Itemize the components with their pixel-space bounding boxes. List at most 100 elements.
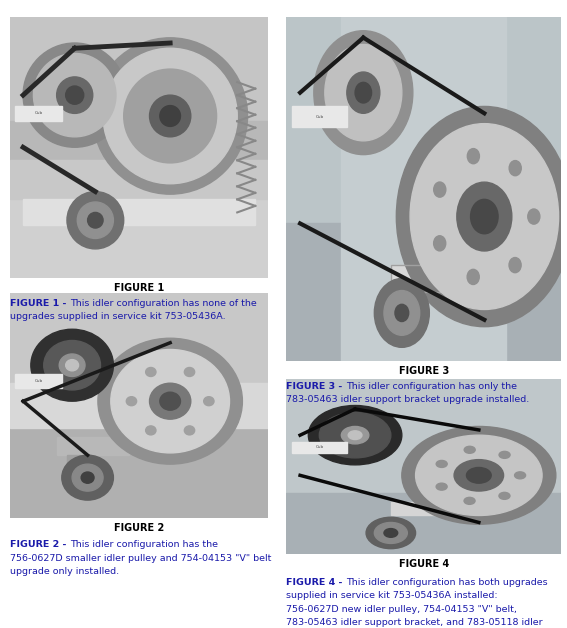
Text: Cub: Cub	[35, 379, 43, 383]
Circle shape	[150, 383, 191, 419]
Circle shape	[66, 86, 84, 104]
Circle shape	[464, 497, 475, 504]
Circle shape	[416, 435, 542, 516]
Bar	[286, 224, 561, 361]
Circle shape	[347, 72, 380, 113]
Bar	[57, 437, 129, 455]
Bar	[286, 189, 424, 361]
Polygon shape	[391, 182, 446, 292]
Circle shape	[93, 38, 248, 194]
Text: This idler configuration has none of the: This idler configuration has none of the	[70, 299, 257, 308]
Bar	[67, 455, 80, 473]
Circle shape	[528, 209, 540, 224]
Bar	[424, 467, 561, 554]
Circle shape	[146, 367, 156, 376]
Circle shape	[434, 236, 446, 251]
Bar	[10, 121, 268, 278]
Circle shape	[396, 106, 567, 327]
Text: FIGURE 4 -: FIGURE 4 -	[286, 578, 346, 587]
Circle shape	[467, 149, 480, 164]
Circle shape	[374, 278, 429, 347]
Circle shape	[436, 460, 447, 467]
Circle shape	[499, 452, 510, 458]
Circle shape	[509, 257, 521, 273]
Text: FIGURE 1 -: FIGURE 1 -	[10, 299, 70, 308]
Bar	[139, 406, 268, 518]
Bar	[424, 379, 561, 467]
Circle shape	[23, 43, 126, 147]
Circle shape	[124, 69, 217, 163]
Text: 783-05463 idler support bracket, and 783-05118 idler: 783-05463 idler support bracket, and 783…	[286, 618, 543, 627]
Text: This idler configuration has both upgrades: This idler configuration has both upgrad…	[346, 578, 548, 587]
Circle shape	[499, 492, 510, 499]
Circle shape	[471, 199, 498, 234]
Bar	[424, 17, 561, 189]
Bar	[139, 147, 268, 278]
Bar	[10, 406, 139, 518]
Circle shape	[384, 529, 397, 538]
Circle shape	[384, 291, 420, 335]
Text: FIGURE 4: FIGURE 4	[399, 559, 449, 569]
Circle shape	[57, 77, 93, 114]
Circle shape	[184, 367, 194, 376]
Circle shape	[146, 426, 156, 435]
Bar	[10, 417, 268, 518]
Circle shape	[308, 406, 402, 465]
Circle shape	[33, 53, 116, 137]
Bar	[15, 374, 62, 387]
Bar	[286, 493, 561, 554]
Bar	[286, 17, 424, 189]
Text: Cub: Cub	[35, 111, 43, 116]
Text: upgrade only installed.: upgrade only installed.	[10, 567, 119, 576]
Circle shape	[467, 467, 491, 483]
Circle shape	[103, 48, 237, 184]
Bar	[139, 17, 268, 147]
Bar	[286, 467, 424, 554]
Circle shape	[62, 455, 113, 500]
Text: 783-05463 idler support bracket upgrade installed.: 783-05463 idler support bracket upgrade …	[286, 396, 530, 404]
Text: This idler configuration has the: This idler configuration has the	[70, 540, 218, 549]
Circle shape	[319, 413, 391, 458]
Circle shape	[111, 349, 230, 453]
Circle shape	[436, 483, 447, 490]
Circle shape	[374, 522, 407, 543]
Bar	[10, 160, 268, 199]
Circle shape	[31, 329, 113, 401]
Text: FIGURE 3: FIGURE 3	[399, 366, 449, 376]
Text: FIGURE 1: FIGURE 1	[114, 283, 164, 293]
Bar	[62, 338, 217, 473]
Circle shape	[160, 106, 180, 126]
Circle shape	[160, 392, 180, 410]
Circle shape	[410, 124, 558, 310]
Circle shape	[464, 447, 475, 453]
Circle shape	[341, 426, 369, 444]
Text: Cub: Cub	[315, 115, 323, 119]
Circle shape	[67, 192, 124, 249]
Circle shape	[348, 431, 362, 440]
Text: 756-0627D smaller idler pulley and 754-04153 "V" belt: 756-0627D smaller idler pulley and 754-0…	[10, 554, 272, 563]
Bar	[10, 383, 268, 428]
Bar	[10, 293, 139, 406]
Circle shape	[77, 202, 113, 239]
Text: FIGURE 2 -: FIGURE 2 -	[10, 540, 70, 549]
Text: supplied in service kit 753-05436A installed:: supplied in service kit 753-05436A insta…	[286, 592, 498, 600]
Bar	[139, 293, 268, 406]
Text: This idler configuration has only the: This idler configuration has only the	[346, 382, 517, 391]
Circle shape	[66, 360, 79, 371]
Circle shape	[87, 212, 103, 228]
Circle shape	[44, 340, 100, 390]
Text: FIGURE 2: FIGURE 2	[114, 523, 164, 533]
Circle shape	[314, 31, 413, 154]
Bar	[23, 199, 255, 225]
Text: FIGURE 3 -: FIGURE 3 -	[286, 382, 346, 391]
Circle shape	[72, 464, 103, 491]
Circle shape	[59, 354, 85, 376]
Bar	[424, 189, 561, 361]
Polygon shape	[391, 467, 441, 516]
Bar	[10, 147, 139, 278]
Bar	[10, 17, 139, 147]
Bar	[286, 379, 424, 467]
Bar	[292, 442, 347, 453]
Circle shape	[395, 305, 409, 322]
Text: 756-0627D new idler pulley, 754-04153 "V" belt,: 756-0627D new idler pulley, 754-04153 "V…	[286, 605, 517, 614]
